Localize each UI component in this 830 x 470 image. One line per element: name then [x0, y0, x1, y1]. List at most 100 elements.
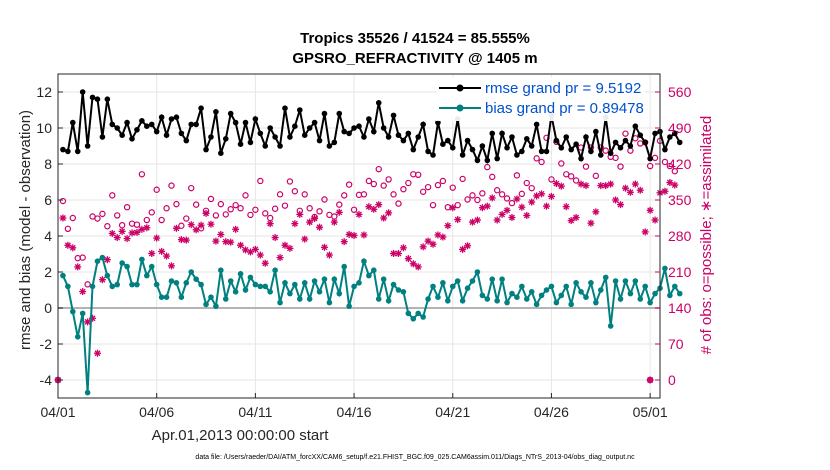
- obs-possible-point: [350, 206, 358, 213]
- obs-possible-point: [498, 191, 506, 198]
- rmse-point: [232, 119, 239, 126]
- rmse-point: [124, 119, 130, 126]
- bias-point: [390, 281, 397, 288]
- rmse-point: [523, 136, 530, 142]
- rmse-point: [553, 137, 560, 144]
- rmse-point: [538, 148, 545, 155]
- bias-point: [148, 263, 155, 270]
- obs-assimilated-point: [182, 236, 190, 244]
- x-tick-label: 04/11: [238, 404, 272, 420]
- rmse-point: [70, 119, 76, 126]
- obs-possible-point: [306, 205, 313, 212]
- rmse-point: [400, 137, 407, 144]
- obs-assimilated-point: [64, 241, 72, 249]
- obs-assimilated-point: [217, 230, 225, 238]
- bias-point: [528, 289, 535, 295]
- obs-assimilated-point: [394, 249, 402, 257]
- obs-assimilated-point: [567, 217, 575, 225]
- obs-possible-point: [661, 158, 669, 166]
- y-left-tick-label: 12: [36, 84, 52, 100]
- obs-possible-point: [370, 180, 378, 188]
- rmse-point: [667, 134, 673, 140]
- rmse-point: [632, 123, 639, 129]
- obs-possible-point: [104, 223, 111, 230]
- obs-possible-point: [390, 191, 397, 198]
- obs-assimilated-point: [256, 251, 264, 259]
- obs-possible-point: [207, 195, 215, 203]
- obs-assimilated-point: [621, 184, 629, 192]
- obs-assimilated-point: [79, 288, 87, 296]
- bias-point: [568, 301, 574, 308]
- rmse-point: [459, 152, 466, 158]
- obs-assimilated-point: [286, 244, 294, 252]
- rmse-point: [316, 137, 323, 144]
- obs-possible-point: [59, 197, 67, 205]
- rmse-point: [440, 141, 446, 147]
- bias-point: [193, 276, 199, 283]
- obs-possible-point: [301, 191, 308, 198]
- rmse-point: [445, 137, 451, 144]
- rmse-point: [612, 139, 619, 146]
- rmse-point: [464, 137, 471, 144]
- bias-point: [60, 272, 66, 279]
- bias-point: [445, 298, 451, 304]
- rmse-point: [94, 96, 101, 102]
- obs-possible-point: [671, 167, 679, 175]
- bias-point: [667, 292, 673, 299]
- bias-point: [89, 283, 96, 290]
- obs-possible-point: [484, 163, 491, 171]
- rmse-point: [622, 137, 629, 144]
- rmse-point: [435, 119, 441, 126]
- rmse-point: [326, 143, 333, 149]
- obs-assimilated-point: [454, 216, 462, 224]
- bias-point: [494, 298, 500, 304]
- obs-assimilated-point: [306, 218, 314, 226]
- rmse-point: [163, 132, 170, 138]
- rmse-point: [543, 148, 550, 155]
- obs-assimilated-point: [261, 259, 269, 267]
- chart-subtitle: GPSRO_REFRACTIVITY @ 1405 m: [292, 50, 537, 67]
- bias-point: [469, 278, 476, 284]
- obs-assimilated-point: [187, 221, 195, 229]
- rmse-point: [662, 146, 668, 153]
- rmse-point: [597, 152, 604, 158]
- obs-possible-point: [168, 182, 175, 189]
- obs-possible-point: [439, 177, 447, 185]
- rmse-point: [489, 130, 496, 137]
- rmse-point: [371, 128, 377, 135]
- bias-point: [65, 283, 71, 290]
- rmse-point: [430, 152, 436, 158]
- rmse-point: [533, 121, 540, 128]
- obs-possible-point: [79, 254, 86, 261]
- bias-point: [153, 281, 160, 288]
- obs-possible-point: [503, 195, 511, 202]
- obs-assimilated-point: [133, 228, 141, 236]
- obs-possible-point: [232, 201, 239, 209]
- bias-point: [70, 308, 76, 315]
- obs-assimilated-point: [74, 263, 82, 271]
- bias-point: [336, 290, 343, 297]
- obs-assimilated-point: [641, 228, 649, 236]
- bias-point: [316, 289, 323, 295]
- bias-point: [218, 267, 224, 274]
- bias-point: [415, 310, 422, 317]
- obs-assimilated-point: [237, 241, 245, 249]
- obs-assimilated-point: [666, 179, 674, 187]
- obs-possible-point: [64, 225, 72, 232]
- bias-point: [282, 280, 288, 286]
- bias-point: [79, 310, 86, 317]
- rmse-point: [311, 119, 318, 126]
- bias-point: [380, 276, 387, 283]
- obs-possible-point: [340, 192, 348, 199]
- obs-possible-point: [395, 200, 402, 207]
- y-left-tick-label: 8: [44, 156, 52, 172]
- obs-possible-point: [217, 200, 225, 208]
- rmse-point: [188, 121, 195, 128]
- obs-assimilated-point: [602, 182, 610, 190]
- obs-assimilated-point: [108, 229, 116, 237]
- obs-assimilated-point: [572, 213, 580, 221]
- obs-possible-point: [163, 205, 170, 212]
- bias-point: [637, 296, 644, 302]
- y-axis-left-label: rmse and bias (model - observation): [17, 110, 34, 350]
- bias-point: [351, 283, 357, 290]
